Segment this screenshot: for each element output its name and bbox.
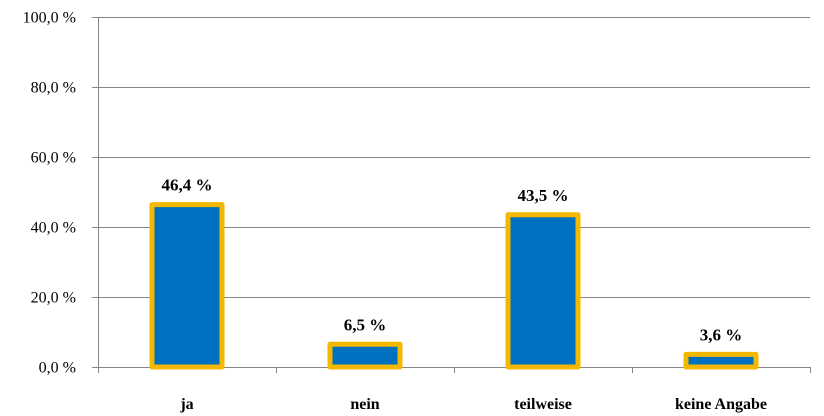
data-label: 6,5 % <box>344 315 387 334</box>
category-label: ja <box>179 396 193 413</box>
category-label: nein <box>350 396 379 413</box>
category-label: keine Angabe <box>675 396 767 413</box>
bar-teilweise <box>505 212 581 370</box>
bars <box>149 202 759 370</box>
data-label: 43,5 % <box>518 186 569 205</box>
labels: 46,4 % ja 6,5 % nein 43,5 % teilweise 3,6 % kei… <box>162 176 768 413</box>
bar-nein <box>327 341 403 370</box>
bar-keine-angabe <box>683 351 759 370</box>
y-tick-label: 0,0 % <box>39 360 76 377</box>
data-label: 3,6 % <box>700 325 743 344</box>
data-label: 46,4 % <box>162 176 213 195</box>
y-tick-label: 80,0 % <box>31 80 76 97</box>
y-tick-label: 100,0 % <box>23 10 76 27</box>
y-tick-label: 60,0 % <box>31 150 76 167</box>
y-tick-label: 40,0 % <box>31 220 76 237</box>
y-tick-label: 20,0 % <box>31 290 76 307</box>
axes: 0,0 % 20,0 % 40,0 % 60,0 % 80,0 % 100,0 % <box>23 10 811 377</box>
bar-ja <box>149 202 225 370</box>
category-label: teilweise <box>514 396 572 413</box>
